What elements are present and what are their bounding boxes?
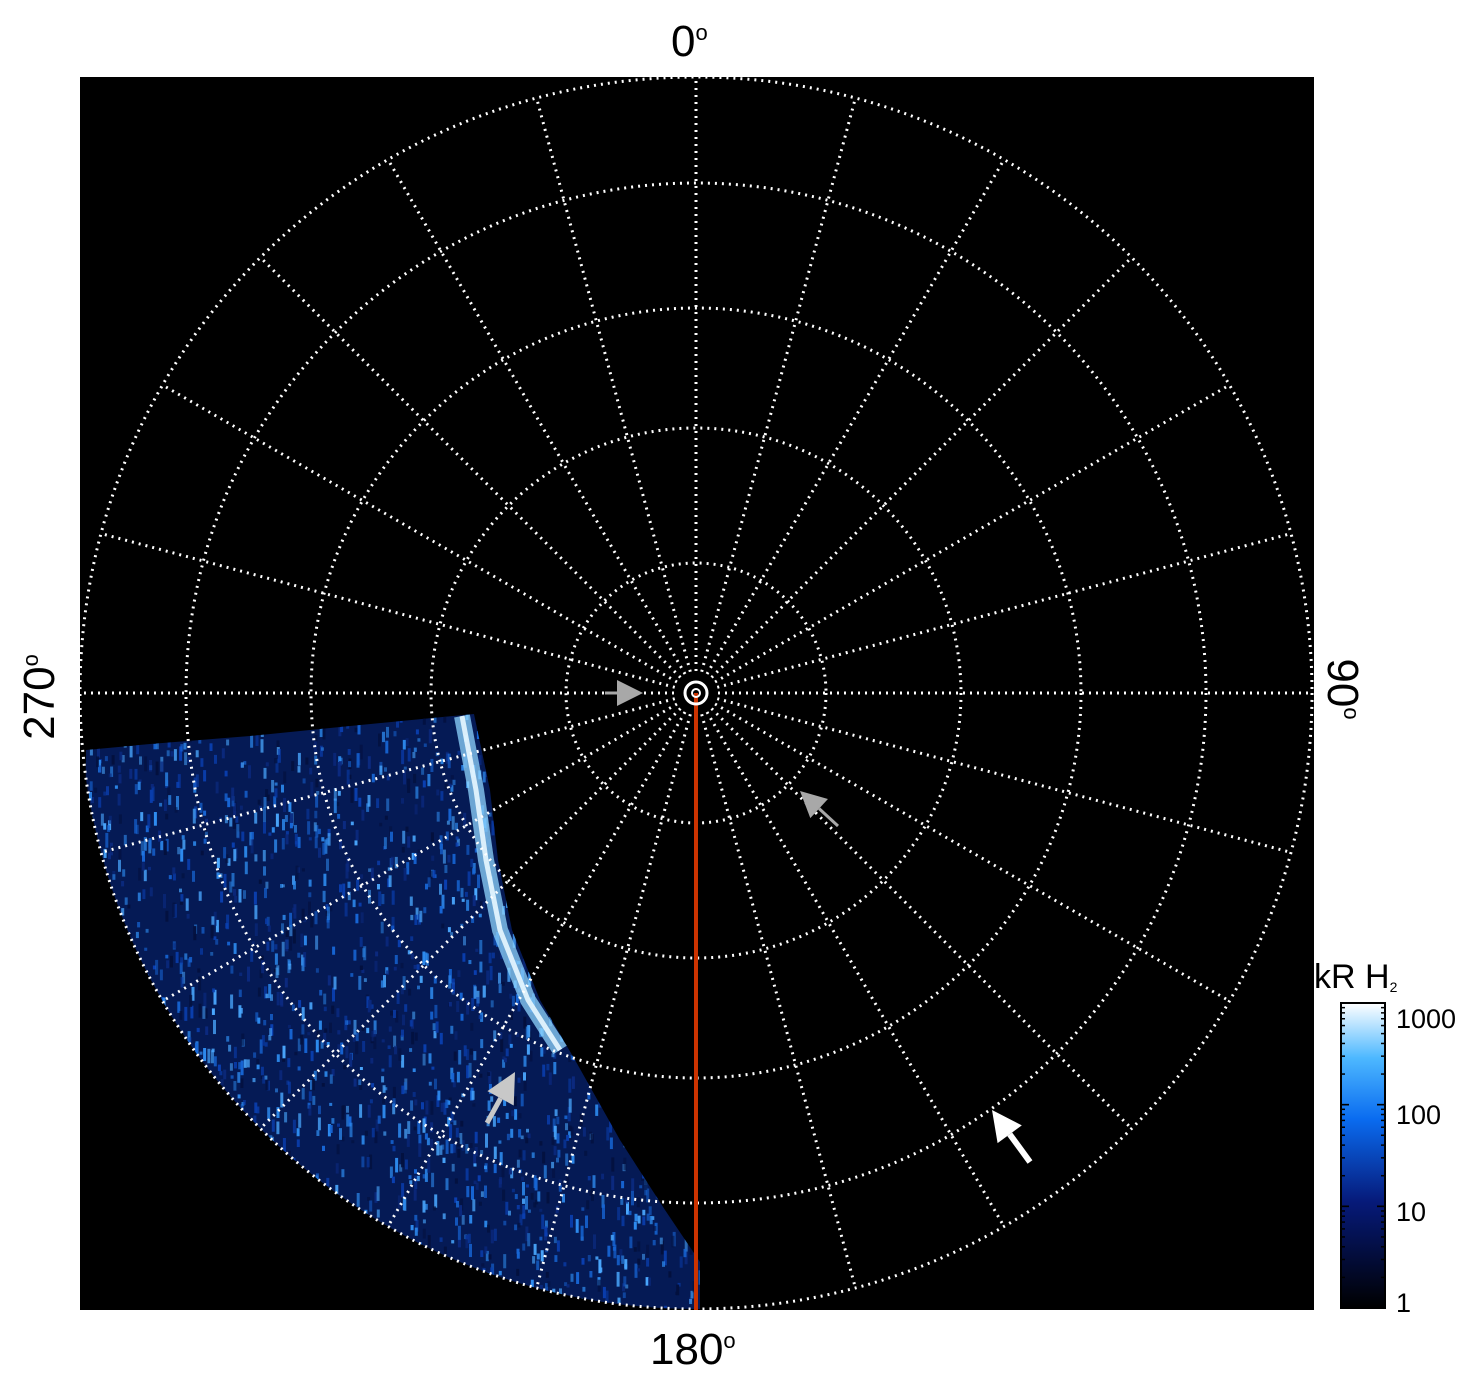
grid-circle (184, 181, 1208, 1205)
colorbar-ticks (1341, 1002, 1385, 1309)
polar-grid (80, 77, 1314, 1310)
grid-meridian (705, 158, 1006, 675)
grid-meridian (535, 713, 692, 1289)
grid-meridian (700, 713, 857, 1289)
colorbar-title: kR H2 (1314, 958, 1398, 996)
grid-meridian (714, 702, 1231, 1003)
gray-arrow-right (800, 791, 840, 828)
colorbar (1340, 1002, 1386, 1309)
grid-meridian (716, 697, 1292, 854)
grid-meridian (161, 383, 678, 684)
grid-meridian (714, 383, 1231, 684)
grid-circle (429, 426, 963, 960)
colorbar-tick-label-1000: 1000 (1396, 1004, 1457, 1034)
bright-auroral-arc-core (459, 715, 563, 1052)
grid-meridian (700, 97, 857, 673)
colorbar-tick-label-10: 10 (1396, 1197, 1427, 1227)
compass-label-180: 180o (650, 1325, 736, 1374)
grid-meridian (386, 711, 687, 1228)
grid-meridian (100, 697, 676, 854)
grid-circle (309, 306, 1083, 1080)
annotation-arrows (484, 680, 1033, 1164)
colorbar-tick-label-100: 100 (1396, 1100, 1442, 1130)
gray-arrow-lower-left (484, 1072, 515, 1125)
grid-meridian (710, 256, 1133, 679)
grid-meridian (161, 702, 678, 1003)
colorbar-tick-label-1: 1 (1396, 1288, 1412, 1318)
grid-meridian (535, 97, 692, 673)
compass-label-90: 90o (1318, 658, 1367, 720)
grid-meridian (710, 707, 1133, 1130)
pole-marker (683, 680, 709, 706)
grid-meridian (705, 711, 1006, 1228)
compass-label-270: 270o (15, 654, 64, 740)
grid-meridian (259, 707, 682, 1130)
compass-label-0: 0o (671, 17, 708, 66)
grid-meridian (716, 532, 1292, 689)
grid-meridian (100, 532, 676, 689)
gray-arrow-center (605, 680, 643, 706)
grid-meridian (386, 158, 687, 675)
grid-meridian (259, 256, 682, 679)
white-arrow-lower-right (992, 1110, 1033, 1164)
